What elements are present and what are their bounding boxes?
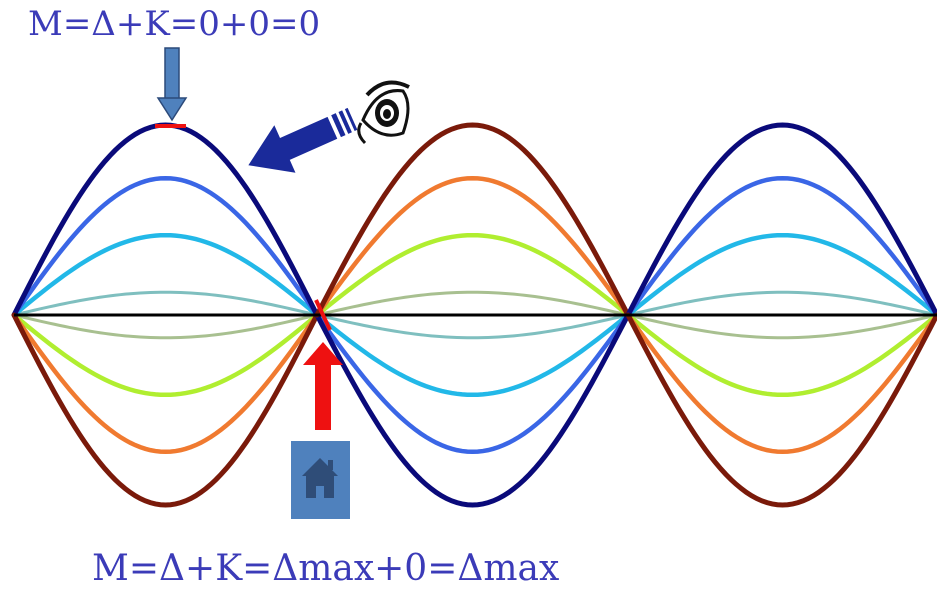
wave-curve-blue-1-seg-2 (625, 175, 937, 318)
wave-curve-warm-0-seg-1 (314, 122, 631, 318)
wave-curve-warm-2-seg-1 (314, 232, 631, 318)
wave-curve-blue-1-seg-0 (11, 175, 320, 318)
wave-curve-blue-0-seg-1 (314, 312, 631, 508)
observer-arrow-icon (248, 107, 358, 173)
eye-icon (357, 80, 410, 145)
down-arrow-icon (156, 47, 188, 122)
wave-curve-warm-0-seg-0 (11, 312, 320, 508)
wave-curve-warm-2-seg-0 (11, 312, 320, 398)
wave-curves (11, 122, 937, 508)
wave-curve-blue-2-seg-2 (625, 232, 937, 318)
wave-curve-blue-2-seg-1 (314, 312, 631, 398)
wave-curve-warm-1-seg-0 (11, 312, 320, 455)
wave-curve-blue-3-seg-0 (12, 290, 319, 317)
wave-curve-warm-3-seg-1 (315, 290, 630, 317)
wave-curve-blue-0-seg-2 (625, 122, 937, 318)
wave-curve-warm-0-seg-2 (625, 312, 937, 508)
wave-curve-blue-3-seg-1 (315, 313, 630, 340)
wave-curve-warm-3-seg-0 (12, 313, 319, 340)
house-icon (291, 441, 350, 519)
wave-curve-blue-2-seg-0 (11, 232, 320, 318)
wave-curve-warm-2-seg-2 (625, 312, 937, 398)
bottom-formula: M=Δ+K=Δmax+0=Δmax (92, 548, 560, 589)
node-marker (314, 299, 332, 331)
wave-curve-warm-1-seg-1 (314, 175, 631, 318)
up-arrow-icon (303, 342, 343, 430)
wave-curve-blue-1-seg-1 (314, 312, 631, 455)
wave-curve-warm-3-seg-2 (626, 313, 937, 340)
wave-curve-blue-3-seg-2 (626, 290, 937, 317)
wave-curve-warm-1-seg-2 (625, 312, 937, 455)
top-formula: M=Δ+K=0+0=0 (28, 4, 321, 44)
